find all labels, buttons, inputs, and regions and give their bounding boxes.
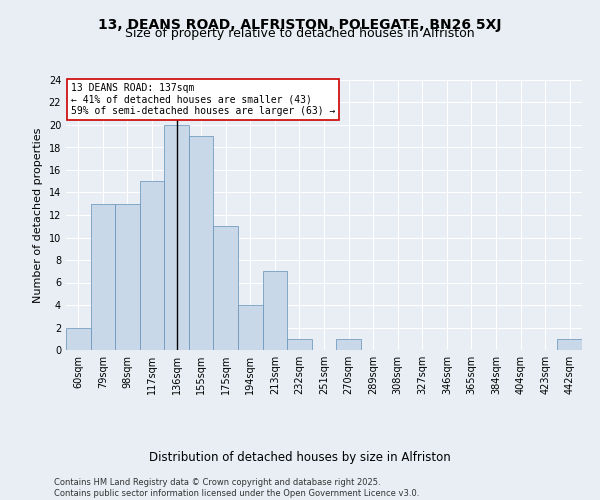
Text: Contains HM Land Registry data © Crown copyright and database right 2025.
Contai: Contains HM Land Registry data © Crown c… bbox=[54, 478, 419, 498]
Bar bbox=[115, 204, 140, 350]
Bar bbox=[189, 136, 214, 350]
Bar bbox=[140, 181, 164, 350]
Bar bbox=[214, 226, 238, 350]
Text: 13 DEANS ROAD: 137sqm
← 41% of detached houses are smaller (43)
59% of semi-deta: 13 DEANS ROAD: 137sqm ← 41% of detached … bbox=[71, 82, 335, 116]
Bar bbox=[557, 339, 582, 350]
Bar bbox=[164, 125, 189, 350]
Text: 13, DEANS ROAD, ALFRISTON, POLEGATE, BN26 5XJ: 13, DEANS ROAD, ALFRISTON, POLEGATE, BN2… bbox=[98, 18, 502, 32]
Bar bbox=[66, 328, 91, 350]
Bar bbox=[91, 204, 115, 350]
Y-axis label: Number of detached properties: Number of detached properties bbox=[33, 128, 43, 302]
Bar bbox=[336, 339, 361, 350]
Bar bbox=[238, 305, 263, 350]
Bar bbox=[263, 271, 287, 350]
Text: Distribution of detached houses by size in Alfriston: Distribution of detached houses by size … bbox=[149, 451, 451, 464]
Bar bbox=[287, 339, 312, 350]
Text: Size of property relative to detached houses in Alfriston: Size of property relative to detached ho… bbox=[125, 28, 475, 40]
